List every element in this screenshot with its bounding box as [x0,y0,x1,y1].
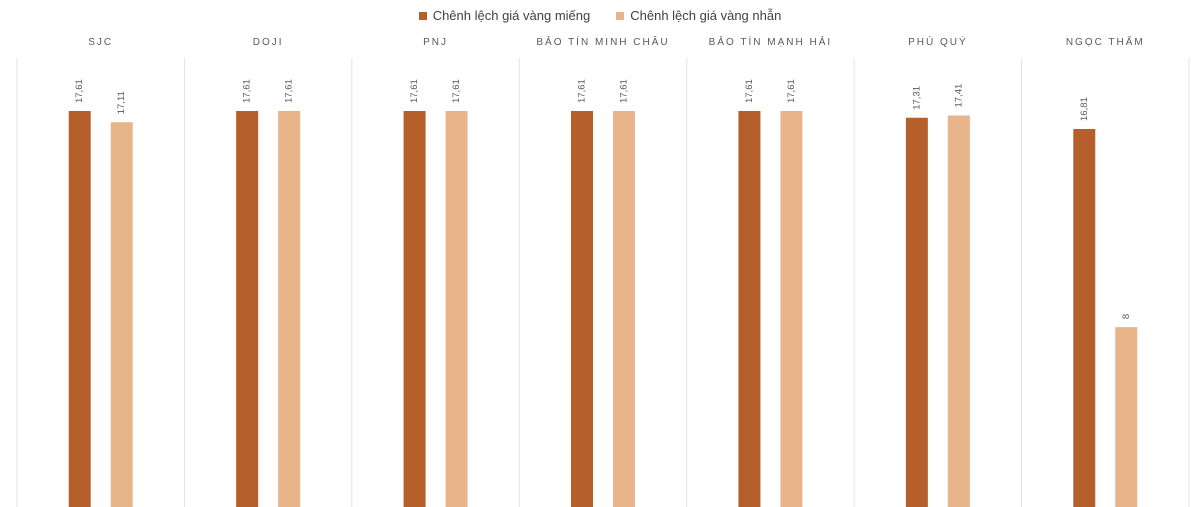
bar [571,111,593,507]
bar [68,111,91,507]
legend: Chênh lệch giá vàng miếng Chênh lệch giá… [0,8,1200,23]
data-label: 17,61 [284,79,295,103]
category-label: NGỌC THẨM [1066,35,1145,48]
data-label: 17,61 [451,79,462,103]
legend-label-bar-gold: Chênh lệch giá vàng miếng [432,8,591,23]
bar [403,111,426,507]
category-label: SJC [88,37,113,48]
bar [445,111,468,507]
data-label: 8 [1121,314,1132,319]
category-label: BẢO TÍN MẠNH HẢI [709,35,833,48]
legend-item-ring-gold: Chênh lệch giá vàng nhẫn [616,8,781,23]
category-label: BẢO TÍN MINH CHÂU [536,35,669,48]
bar [110,122,133,507]
category-label: PHÚ QUÝ [908,35,968,48]
bar [780,111,803,507]
category-label: PNJ [423,37,448,48]
data-label: 17,61 [577,79,588,103]
data-label: 17,61 [786,79,797,103]
bar [613,111,635,507]
data-label: 17,61 [619,79,630,103]
data-label: 16,81 [1079,97,1090,121]
bar [947,115,970,507]
legend-item-bar-gold: Chênh lệch giá vàng miếng [418,8,591,23]
legend-label-ring-gold: Chênh lệch giá vàng nhẫn [630,8,782,23]
data-label: 17,41 [953,84,964,108]
bar [1115,327,1138,507]
data-label: 17,61 [744,79,755,103]
bar [278,111,301,507]
data-label: 17,31 [911,86,922,110]
bar [1073,128,1096,507]
data-label: 17,11 [116,91,127,114]
data-label: 17,61 [74,79,85,103]
data-label: 17,61 [242,79,253,103]
bar [738,111,761,507]
legend-swatch-ring-gold [616,11,625,20]
bar [905,117,928,507]
data-label: 17,61 [409,79,420,103]
category-label: DOJI [253,37,284,48]
legend-swatch-bar-gold [418,11,427,20]
bar [236,111,259,507]
